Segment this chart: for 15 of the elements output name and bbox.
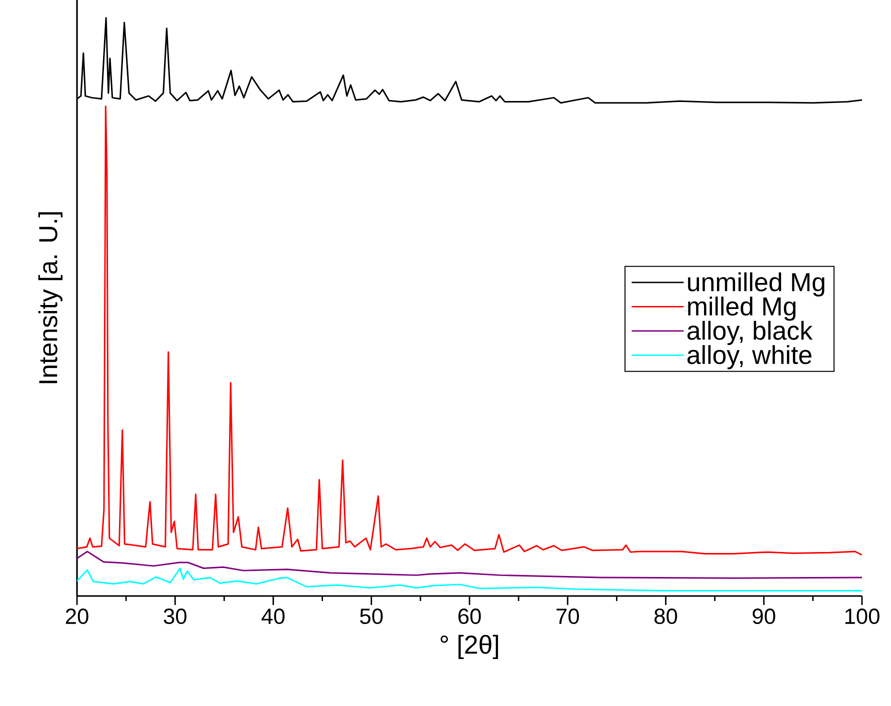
x-tick-label: 50	[360, 608, 383, 624]
x-tick-label: 80	[654, 608, 678, 624]
legend-label: unmilled Mg	[688, 272, 824, 296]
y-axis-title: Intensity [a. U.]	[38, 212, 62, 384]
legend-label: alloy, white	[687, 345, 812, 370]
x-tick-label: 70	[556, 608, 579, 624]
x-tick-label: 30	[164, 608, 186, 624]
x-tick-label: 60	[458, 608, 481, 624]
x-tick-label: 90	[752, 608, 776, 624]
legend-label: alloy, black	[687, 320, 813, 345]
x-tick-label: 20	[66, 608, 88, 624]
x-tick-label: 100	[845, 608, 880, 624]
legend-label: milled Mg	[688, 296, 796, 321]
x-tick-label: 40	[262, 608, 285, 624]
x-axis-title: ° [2θ]	[440, 634, 498, 660]
